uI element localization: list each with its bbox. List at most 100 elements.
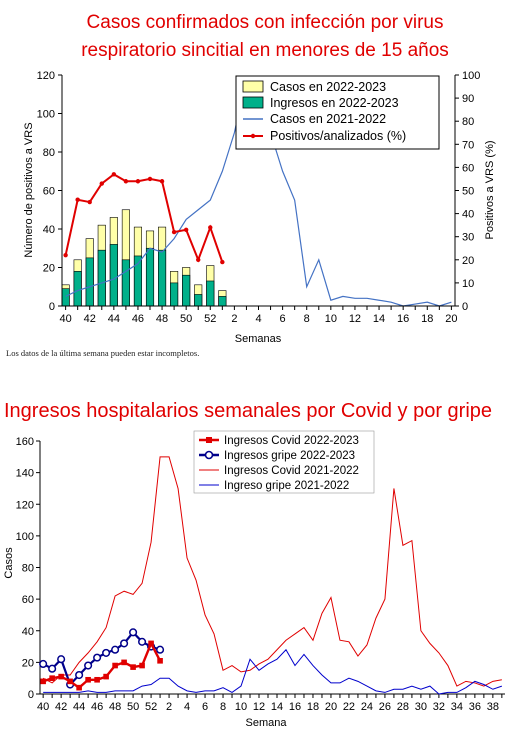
hospital-x-tick-label: 46 xyxy=(91,701,103,713)
rsv-y2-tick-label: 0 xyxy=(462,301,468,313)
hospital-x-tick-label: 20 xyxy=(325,701,337,713)
point-gripe-2022 xyxy=(120,639,129,648)
point-gripe-2022 xyxy=(48,664,57,673)
point-gripe-2022 xyxy=(129,628,138,637)
hospital-y-tick-label: 160 xyxy=(16,436,34,448)
hospital-x-tick-label: 16 xyxy=(289,701,301,713)
legend-label-positivos: Positivos/analizados (%) xyxy=(270,129,406,143)
point-covid-2022 xyxy=(58,673,64,680)
point-positivos xyxy=(99,181,104,186)
hospital-x-tick-label: 8 xyxy=(220,701,226,713)
bar-ingresos-2022 xyxy=(121,259,130,307)
legend-label-casos-2021: Casos en 2021-2022 xyxy=(270,112,386,126)
hospital-x-tick-label: 36 xyxy=(469,701,481,713)
legend-label-ingresos-2022: Ingresos en 2022-2023 xyxy=(270,96,399,110)
hospital-y-tick-label: 100 xyxy=(16,531,34,543)
rsv-y-tick-label: 100 xyxy=(37,109,55,121)
point-covid-2022 xyxy=(76,684,82,691)
point-positivos xyxy=(123,179,129,184)
line-covid-2021 xyxy=(42,456,502,687)
rsv-y-tick-label: 0 xyxy=(49,301,55,313)
rsv-x-tick-label: 52 xyxy=(204,313,216,325)
point-positivos xyxy=(208,225,213,230)
point-covid-2022 xyxy=(130,664,136,670)
rsv-y2-tick-label: 70 xyxy=(462,139,474,151)
hospital-x-tick-label: 30 xyxy=(415,701,427,713)
point-covid-2022 xyxy=(40,678,46,685)
bar-ingresos-2022 xyxy=(145,247,155,307)
legend-swatch-casos-2022 xyxy=(242,80,264,93)
rsv-y-axis-label: Número de positivos a VRS xyxy=(23,122,35,257)
point-positivos xyxy=(183,227,189,232)
hospital-x-tick-label: 50 xyxy=(127,701,139,713)
point-gripe-2022 xyxy=(93,653,102,662)
point-gripe-2022 xyxy=(39,659,48,669)
point-gripe-2022 xyxy=(111,645,120,654)
legend-swatch-ingresos-2022 xyxy=(242,96,264,109)
bar-ingresos-2022 xyxy=(97,249,106,307)
legend-label-covid-2021: Ingresos Covid 2021-2022 xyxy=(224,465,359,477)
hospital-x-tick-label: 6 xyxy=(202,701,208,713)
legend-label-covid-2022: Ingresos Covid 2022-2023 xyxy=(224,435,359,447)
hospital-x-tick-label: 44 xyxy=(73,701,85,713)
point-positivos xyxy=(75,197,80,202)
legend-marker-positivos xyxy=(250,133,256,139)
point-covid-2022 xyxy=(121,659,127,666)
hospital-x-tick-label: 4 xyxy=(184,701,190,713)
rsv-x-tick-label: 48 xyxy=(156,313,168,325)
hospital-y-tick-label: 140 xyxy=(16,468,34,480)
rsv-x-tick-label: 8 xyxy=(304,313,310,325)
rsv-y2-tick-label: 100 xyxy=(462,70,480,82)
rsv-y2-tick-label: 90 xyxy=(462,93,474,105)
point-gripe-2022 xyxy=(57,655,66,664)
rsv-y2-tick-label: 50 xyxy=(462,186,474,198)
hospital-legend-box xyxy=(193,430,375,494)
hospital-x-tick-label: 34 xyxy=(451,701,463,713)
hospital-chart-title: Ingresos hospitalarios semanales por Cov… xyxy=(4,400,492,422)
rsv-legend-box xyxy=(235,75,440,150)
point-positivos xyxy=(87,199,92,205)
rsv-y-tick-label: 80 xyxy=(43,147,55,159)
legend-marker-gripe-2022 xyxy=(204,450,214,460)
hospital-x-tick-label: 12 xyxy=(253,701,265,713)
legend-label-gripe-2022: Ingresos gripe 2022-2023 xyxy=(224,450,355,462)
point-gripe-2022 xyxy=(102,648,111,657)
hospital-x-tick-label: 28 xyxy=(397,701,409,713)
hospital-x-tick-label: 22 xyxy=(343,701,355,713)
point-gripe-2022 xyxy=(138,637,147,646)
hospital-y-axis-label: Casos xyxy=(3,547,15,579)
rsv-x-tick-label: 16 xyxy=(397,313,409,325)
bar-ingresos-2022 xyxy=(158,249,167,307)
bar-ingresos-2022 xyxy=(194,294,203,307)
rsv-x-axis-label: Semanas xyxy=(235,333,282,345)
point-positivos xyxy=(111,172,117,177)
point-covid-2022 xyxy=(49,675,55,681)
hospital-y-tick-label: 0 xyxy=(28,689,34,701)
hospital-x-tick-label: 52 xyxy=(145,701,157,713)
point-gripe-2022 xyxy=(75,670,84,680)
rsv-x-tick-label: 50 xyxy=(180,313,192,325)
point-gripe-2022 xyxy=(156,645,165,654)
hospital-x-tick-label: 40 xyxy=(37,701,49,713)
rsv-x-tick-label: 6 xyxy=(280,313,286,325)
legend-marker-covid-2022 xyxy=(206,437,212,443)
rsv-x-tick-label: 40 xyxy=(59,313,71,325)
hospital-y-tick-label: 40 xyxy=(22,626,34,638)
rsv-x-tick-label: 42 xyxy=(84,313,96,325)
hospital-x-tick-label: 42 xyxy=(55,701,67,713)
rsv-chart-title-line2: respiratorio sincitial en menores de 15 … xyxy=(81,40,449,61)
legend-label-casos-2022: Casos en 2022-2023 xyxy=(270,80,386,94)
hospital-x-tick-label: 24 xyxy=(361,701,373,713)
hospital-x-axis-label: Semana xyxy=(246,717,288,729)
rsv-y-tick-label: 20 xyxy=(43,263,55,275)
rsv-x-tick-label: 14 xyxy=(373,313,385,325)
hospital-y-tick-label: 20 xyxy=(22,657,34,669)
point-positivos xyxy=(171,229,177,235)
point-covid-2022 xyxy=(67,678,73,685)
rsv-y2-axis-label: Positivos a VRS (%) xyxy=(484,140,496,239)
rsv-x-tick-label: 18 xyxy=(421,313,433,325)
point-covid-2022 xyxy=(85,676,91,683)
hospital-x-tick-label: 38 xyxy=(487,701,499,713)
hospital-x-tick-label: 18 xyxy=(307,701,319,713)
rsv-x-tick-label: 20 xyxy=(445,313,457,325)
